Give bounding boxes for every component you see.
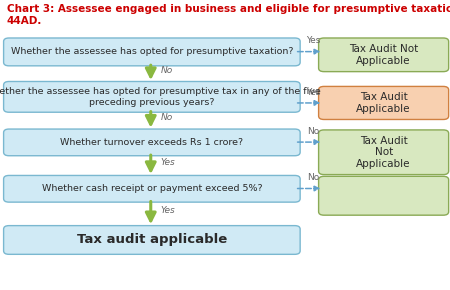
Text: Whether cash receipt or payment exceed 5%?: Whether cash receipt or payment exceed 5…: [41, 184, 262, 193]
FancyBboxPatch shape: [4, 81, 300, 112]
Text: Tax audit applicable: Tax audit applicable: [77, 233, 227, 246]
Text: No: No: [307, 127, 320, 136]
Text: Tax Audit
Not
Applicable: Tax Audit Not Applicable: [356, 136, 411, 169]
FancyBboxPatch shape: [4, 38, 300, 66]
FancyBboxPatch shape: [319, 130, 449, 175]
FancyBboxPatch shape: [4, 175, 300, 202]
Text: Yes: Yes: [306, 88, 321, 97]
FancyBboxPatch shape: [319, 38, 449, 72]
Text: Whether the assessee has opted for presumptive tax in any of the five
preceding : Whether the assessee has opted for presu…: [0, 87, 320, 106]
Text: Whether the assessee has opted for presumptive taxation?: Whether the assessee has opted for presu…: [11, 47, 293, 57]
Text: Yes: Yes: [161, 206, 176, 215]
Text: Whether turnover exceeds Rs 1 crore?: Whether turnover exceeds Rs 1 crore?: [60, 138, 243, 147]
FancyBboxPatch shape: [4, 129, 300, 156]
Text: Yes: Yes: [306, 36, 321, 45]
Text: No: No: [161, 113, 173, 122]
Text: No: No: [307, 173, 320, 182]
FancyBboxPatch shape: [4, 226, 300, 254]
FancyBboxPatch shape: [319, 86, 449, 119]
Text: No: No: [161, 66, 173, 75]
FancyBboxPatch shape: [319, 176, 449, 215]
Text: Tax Audit
Applicable: Tax Audit Applicable: [356, 92, 411, 114]
Text: Chart 3: Assessee engaged in business and eligible for presumptive taxation u/s: Chart 3: Assessee engaged in business an…: [7, 4, 450, 14]
Text: Yes: Yes: [161, 158, 176, 167]
Text: 44AD.: 44AD.: [7, 16, 42, 26]
Text: Tax Audit Not
Applicable: Tax Audit Not Applicable: [349, 44, 418, 66]
